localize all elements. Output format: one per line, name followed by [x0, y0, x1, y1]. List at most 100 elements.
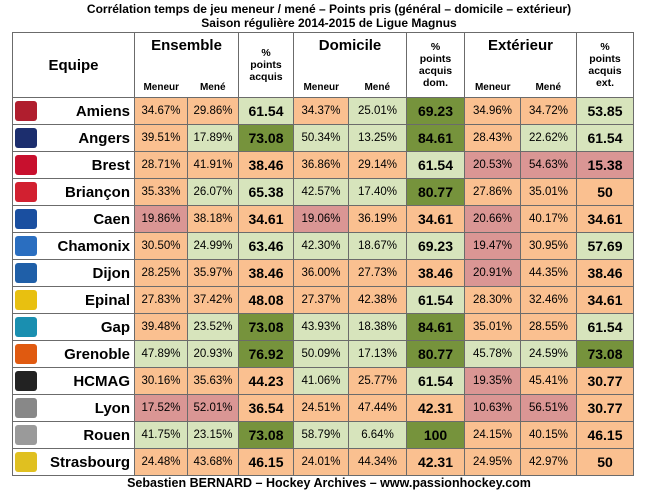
dom-mene-cell: 6.64% [348, 421, 407, 449]
ext-mene-cell: 24.59% [520, 340, 577, 368]
table-row: Strasbourg 24.48% 43.68% 46.15 24.01% 44… [12, 448, 634, 476]
ext-pct-cell: 34.61 [576, 286, 634, 314]
ens-meneur-cell: 30.50% [134, 232, 188, 260]
ens-meneur-cell: 39.48% [134, 313, 188, 341]
ext-pct-cell: 30.77 [576, 394, 634, 422]
ens-mene-cell: 35.63% [187, 367, 239, 395]
dom-mene-cell: 44.34% [348, 448, 407, 476]
ext-meneur-cell: 45.78% [464, 340, 521, 368]
ens-mene-cell: 17.89% [187, 124, 239, 152]
ens-mene-cell: 20.93% [187, 340, 239, 368]
dom-pct-cell: 100 [406, 421, 465, 449]
ens-mene-cell: 43.68% [187, 448, 239, 476]
header-ens-meneur: Meneur [134, 64, 188, 98]
dom-meneur-cell: 42.57% [293, 178, 349, 206]
page-subtitle: Saison régulière 2014-2015 de Ligue Magn… [201, 16, 457, 30]
ens-meneur-cell: 39.51% [134, 124, 188, 152]
header-pct-exterieur: % points acquis ext. [576, 32, 634, 98]
header-ensemble: Ensemble [134, 32, 239, 65]
dom-meneur-cell: 58.79% [293, 421, 349, 449]
ext-meneur-cell: 19.47% [464, 232, 521, 260]
table-row: Briançon 35.33% 26.07% 65.38 42.57% 17.4… [12, 178, 634, 206]
dom-mene-cell: 36.19% [348, 205, 407, 233]
ext-meneur-cell: 10.63% [464, 394, 521, 422]
dom-pct-cell: 61.54 [406, 367, 465, 395]
header-ext-mene: Mené [520, 64, 577, 98]
dijon-logo-icon [15, 263, 37, 283]
ext-mene-cell: 40.17% [520, 205, 577, 233]
ens-meneur-cell: 19.86% [134, 205, 188, 233]
dom-mene-cell: 27.73% [348, 259, 407, 287]
ens-pct-cell: 73.08 [238, 313, 294, 341]
dom-pct-cell: 69.23 [406, 97, 465, 125]
table-row: Angers 39.51% 17.89% 73.08 50.34% 13.25%… [12, 124, 634, 152]
ens-pct-cell: 73.08 [238, 124, 294, 152]
dom-meneur-cell: 36.00% [293, 259, 349, 287]
ext-pct-cell: 61.54 [576, 313, 634, 341]
header-ens-mene: Mené [187, 64, 239, 98]
dom-mene-cell: 42.38% [348, 286, 407, 314]
ens-meneur-cell: 17.52% [134, 394, 188, 422]
dom-mene-cell: 17.13% [348, 340, 407, 368]
ens-mene-cell: 52.01% [187, 394, 239, 422]
ens-pct-cell: 36.54 [238, 394, 294, 422]
ext-meneur-cell: 20.91% [464, 259, 521, 287]
chamonix-logo-icon [15, 236, 37, 256]
dom-meneur-cell: 27.37% [293, 286, 349, 314]
dom-mene-cell: 25.01% [348, 97, 407, 125]
dom-pct-cell: 38.46 [406, 259, 465, 287]
dom-meneur-cell: 43.93% [293, 313, 349, 341]
ens-mene-cell: 38.18% [187, 205, 239, 233]
team-name: Lyon [94, 399, 130, 417]
ext-meneur-cell: 34.96% [464, 97, 521, 125]
ext-mene-cell: 44.35% [520, 259, 577, 287]
team-name: Angers [78, 129, 130, 147]
ext-pct-cell: 50 [576, 448, 634, 476]
team-name: Gap [100, 318, 130, 336]
ens-pct-cell: 44.23 [238, 367, 294, 395]
header-dom-meneur: Meneur [293, 64, 349, 98]
ens-meneur-cell: 34.67% [134, 97, 188, 125]
ens-pct-cell: 63.46 [238, 232, 294, 260]
team-name: Strasbourg [49, 453, 130, 471]
dom-meneur-cell: 24.01% [293, 448, 349, 476]
briancon-logo-icon [15, 182, 37, 202]
ext-meneur-cell: 28.30% [464, 286, 521, 314]
dom-pct-cell: 80.77 [406, 178, 465, 206]
ext-mene-cell: 34.72% [520, 97, 577, 125]
ens-pct-cell: 61.54 [238, 97, 294, 125]
ens-meneur-cell: 28.71% [134, 151, 188, 179]
dom-pct-cell: 80.77 [406, 340, 465, 368]
ens-mene-cell: 41.91% [187, 151, 239, 179]
ens-mene-cell: 23.52% [187, 313, 239, 341]
ext-pct-cell: 38.46 [576, 259, 634, 287]
header-dom-mene: Mené [348, 64, 407, 98]
gap-logo-icon [15, 317, 37, 337]
dom-pct-cell: 42.31 [406, 394, 465, 422]
lyon-logo-icon [15, 398, 37, 418]
ext-meneur-cell: 20.53% [464, 151, 521, 179]
dom-mene-cell: 17.40% [348, 178, 407, 206]
team-name: Amiens [75, 102, 130, 120]
amiens-logo-icon [15, 101, 37, 121]
ens-pct-cell: 34.61 [238, 205, 294, 233]
team-name: HCMAG [73, 372, 130, 390]
header-pct-ensemble: % points acquis [238, 32, 294, 98]
dom-pct-cell: 84.61 [406, 313, 465, 341]
dom-pct-cell: 61.54 [406, 286, 465, 314]
ens-pct-cell: 65.38 [238, 178, 294, 206]
ext-pct-cell: 73.08 [576, 340, 634, 368]
caen-logo-icon [15, 209, 37, 229]
page-title: Corrélation temps de jeu meneur / mené –… [86, 2, 572, 16]
stats-table: Equipe Ensemble % points acquis Domicile %… [12, 32, 634, 476]
dom-pct-cell: 42.31 [406, 448, 465, 476]
ens-pct-cell: 38.46 [238, 151, 294, 179]
ext-pct-cell: 61.54 [576, 124, 634, 152]
dom-meneur-cell: 41.06% [293, 367, 349, 395]
ens-meneur-cell: 28.25% [134, 259, 188, 287]
ens-mene-cell: 24.99% [187, 232, 239, 260]
ens-meneur-cell: 35.33% [134, 178, 188, 206]
dom-mene-cell: 29.14% [348, 151, 407, 179]
team-name: Chamonix [57, 237, 130, 255]
table-row: Epinal 27.83% 37.42% 48.08 27.37% 42.38%… [12, 286, 634, 314]
